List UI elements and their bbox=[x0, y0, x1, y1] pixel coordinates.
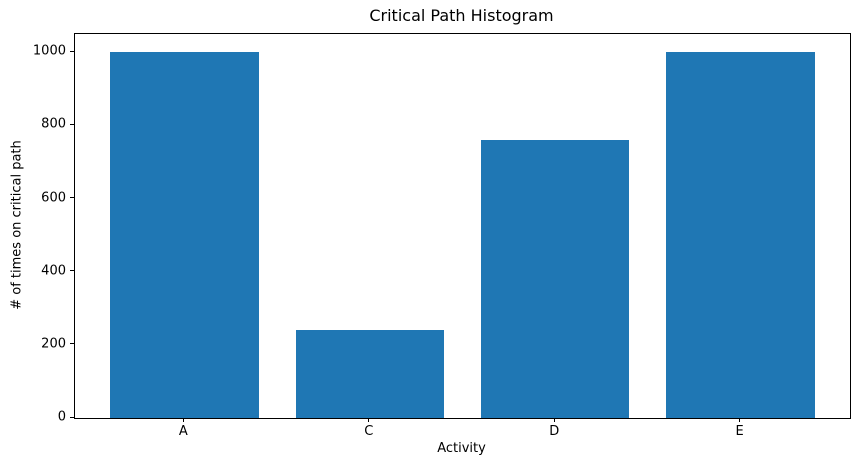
y-axis-label: # of times on critical path bbox=[9, 140, 25, 310]
y-tick-mark bbox=[70, 50, 74, 52]
y-tick-mark bbox=[70, 123, 74, 125]
x-tick-mark bbox=[553, 418, 555, 422]
plot-area bbox=[74, 33, 851, 419]
x-tick-label: D bbox=[549, 424, 560, 439]
bar-C bbox=[295, 330, 444, 418]
chart-title: Critical Path Histogram bbox=[369, 6, 554, 25]
bar-E bbox=[666, 52, 815, 418]
y-tick-label: 800 bbox=[41, 116, 66, 132]
y-tick-label: 1000 bbox=[32, 43, 66, 59]
x-tick-mark bbox=[739, 418, 741, 422]
x-tick-mark bbox=[368, 418, 370, 422]
y-tick-label: 200 bbox=[41, 336, 66, 352]
x-axis-label: Activity bbox=[437, 441, 486, 456]
y-tick-label: 0 bbox=[57, 409, 66, 425]
y-tick-mark bbox=[70, 416, 74, 418]
bar-A bbox=[110, 52, 259, 418]
x-tick-label: E bbox=[735, 424, 744, 439]
y-tick-mark bbox=[70, 197, 74, 199]
y-tick-label: 400 bbox=[41, 263, 66, 279]
bar-D bbox=[481, 140, 630, 418]
x-tick-label: A bbox=[178, 424, 188, 439]
y-tick-mark bbox=[70, 270, 74, 272]
y-tick-label: 600 bbox=[41, 190, 66, 206]
y-tick-mark bbox=[70, 343, 74, 345]
x-tick-label: C bbox=[364, 424, 374, 439]
x-tick-mark bbox=[182, 418, 184, 422]
